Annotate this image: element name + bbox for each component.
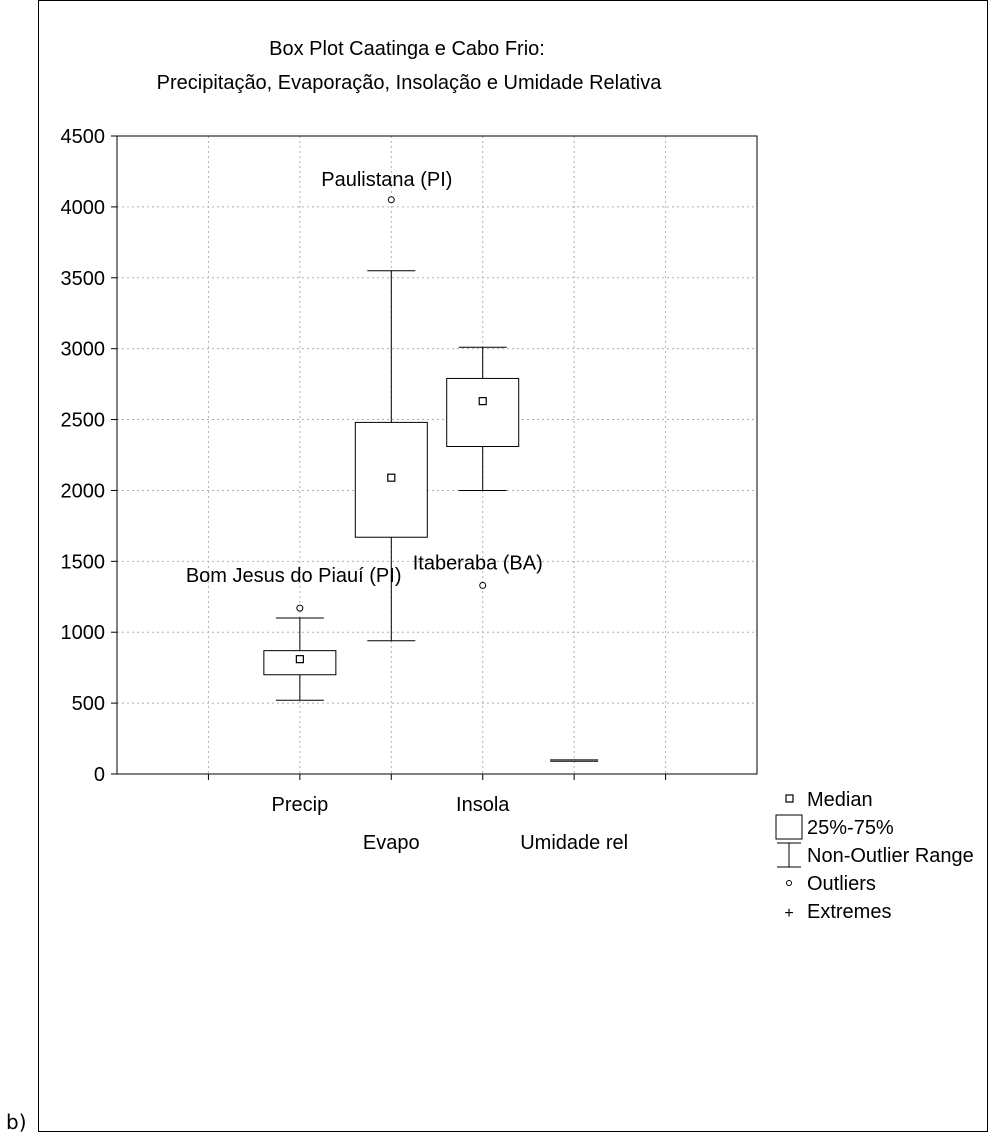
y-tick-label: 2500 bbox=[61, 410, 106, 432]
median-marker bbox=[387, 473, 396, 482]
panel-label: b) bbox=[6, 1110, 27, 1134]
legend-box-icon bbox=[775, 814, 803, 840]
figure-frame: Box Plot Caatinga e Cabo Frio: Precipita… bbox=[38, 0, 988, 1132]
y-tick-label: 4000 bbox=[61, 197, 106, 219]
box-2: Itaberaba (BA) bbox=[413, 346, 543, 589]
plot-area bbox=[116, 135, 758, 775]
legend-label: Extremes bbox=[807, 901, 891, 923]
x-category-label: Umidade rel bbox=[520, 832, 628, 854]
y-tick-label: 3000 bbox=[61, 339, 106, 361]
legend-label: Outliers bbox=[807, 873, 876, 895]
legend-item-2: Non-Outlier Range bbox=[777, 842, 974, 868]
legend-extreme-icon: + bbox=[784, 905, 793, 922]
iqr-box bbox=[446, 377, 520, 447]
outlier-point bbox=[479, 581, 487, 589]
chart-subtitle: Precipitação, Evaporação, Insolação e Um… bbox=[157, 72, 663, 94]
legend-label: 25%-75% bbox=[807, 817, 894, 839]
y-tick-label: 1500 bbox=[61, 551, 106, 573]
legend-label: Non-Outlier Range bbox=[807, 845, 974, 867]
legend-item-3: Outliers bbox=[786, 873, 876, 895]
y-tick-label: 500 bbox=[72, 693, 105, 715]
x-category-label: Insola bbox=[456, 794, 510, 816]
legend-item-4: + Extremes bbox=[784, 901, 891, 923]
median-marker bbox=[295, 655, 304, 664]
chart-title: Box Plot Caatinga e Cabo Frio: bbox=[269, 38, 545, 60]
box-3 bbox=[550, 759, 599, 762]
y-tick-label: 4500 bbox=[61, 126, 106, 148]
legend-outlier-icon bbox=[786, 880, 792, 886]
box-plot-chart: Box Plot Caatinga e Cabo Frio: Precipita… bbox=[61, 38, 974, 923]
box-1: Paulistana (PI) bbox=[321, 169, 452, 642]
outlier-point bbox=[387, 196, 395, 204]
outlier-point bbox=[296, 604, 304, 612]
median-marker bbox=[478, 397, 487, 406]
y-tick-label: 2000 bbox=[61, 480, 106, 502]
legend-label: Median bbox=[807, 789, 873, 811]
legend-median-icon bbox=[785, 794, 794, 803]
legend-item-0: Median bbox=[785, 789, 873, 811]
outlier-label: Itaberaba (BA) bbox=[413, 552, 543, 574]
y-tick-label: 0 bbox=[94, 764, 105, 786]
y-tick-label: 1000 bbox=[61, 622, 106, 644]
x-category-label: Evapo bbox=[363, 832, 420, 854]
outlier-label: Paulistana (PI) bbox=[321, 169, 452, 191]
legend-item-1: 25%-75% bbox=[775, 814, 894, 840]
outlier-label: Bom Jesus do Piauí (PI) bbox=[186, 565, 402, 587]
y-tick-label: 3500 bbox=[61, 268, 106, 290]
x-category-label: Precip bbox=[272, 794, 329, 816]
box-0: Bom Jesus do Piauí (PI) bbox=[186, 565, 402, 701]
